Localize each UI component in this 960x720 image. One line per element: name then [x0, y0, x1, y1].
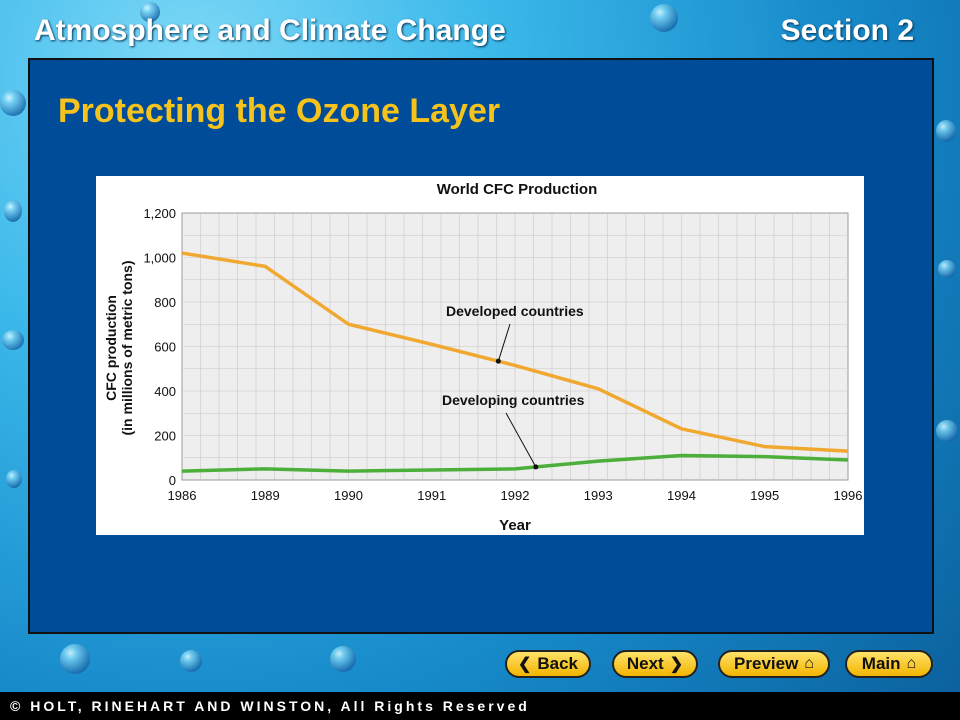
- next-button[interactable]: Next ❯: [612, 650, 698, 678]
- bubble-decoration: [0, 90, 26, 116]
- chart-annotations: Developed countries Developing countries: [442, 303, 585, 470]
- bubble-decoration: [936, 120, 956, 142]
- bubble-decoration: [2, 330, 24, 350]
- y-axis-label-line-1: CFC production: [103, 295, 119, 401]
- x-tick-label: 1992: [501, 488, 530, 503]
- x-axis-ticks: 1986 1989 1990 1991 1992 1993 1994 1995 1996: [168, 488, 863, 503]
- chart-series: [181, 251, 849, 473]
- y-tick-label: 600: [154, 340, 176, 355]
- preview-button[interactable]: Preview ⌂: [718, 650, 830, 678]
- y-tick-label: 0: [169, 473, 176, 488]
- chart-container: World CFC Production 0 200 400 600 800 1,000 1…: [96, 176, 864, 535]
- y-axis-label-line-2: (in millions of metric tons): [119, 260, 135, 435]
- bubble-decoration: [330, 646, 356, 672]
- home-icon: ⌂: [804, 655, 814, 672]
- back-button-label: Back: [537, 654, 579, 673]
- y-tick-label: 1,200: [143, 206, 176, 221]
- annotation-leader: [497, 323, 511, 362]
- bubble-decoration: [180, 650, 202, 672]
- y-axis-ticks: 0 200 400 600 800 1,000 1,200: [143, 206, 176, 488]
- y-tick-label: 400: [154, 384, 176, 399]
- bubble-decoration: [140, 2, 160, 22]
- bubble-decoration: [938, 260, 956, 278]
- x-tick-label: 1986: [168, 488, 197, 503]
- main-button[interactable]: Main ⌂: [845, 650, 933, 678]
- next-button-label: Next: [626, 654, 664, 673]
- slide-title: Protecting the Ozone Layer: [58, 92, 501, 130]
- annotation-dot: [495, 358, 501, 364]
- x-tick-label: 1996: [834, 488, 863, 503]
- bubble-decoration: [6, 470, 22, 488]
- y-tick-label: 200: [154, 429, 176, 444]
- home-icon: ⌂: [906, 655, 917, 672]
- bubble-decoration: [4, 200, 22, 222]
- x-tick-label: 1995: [750, 488, 779, 503]
- chevron-right-icon: ❯: [669, 656, 684, 673]
- x-tick-label: 1991: [417, 488, 446, 503]
- annotation-label: Developing countries: [442, 392, 585, 408]
- x-tick-label: 1993: [584, 488, 613, 503]
- annotation-dot: [533, 464, 539, 470]
- course-title: Atmosphere and Climate Change: [34, 14, 506, 47]
- x-tick-label: 1994: [667, 488, 696, 503]
- y-tick-label: 1,000: [143, 251, 176, 266]
- annotation-label: Developed countries: [446, 303, 584, 319]
- x-tick-label: 1990: [334, 488, 363, 503]
- main-button-label: Main: [861, 654, 901, 673]
- cfc-production-chart: World CFC Production 0 200 400 600 800 1,000 1…: [103, 181, 863, 534]
- annotation-leader: [505, 412, 537, 468]
- chevron-left-icon: ❮: [517, 656, 532, 673]
- bubble-decoration: [60, 644, 90, 674]
- y-tick-label: 800: [154, 295, 176, 310]
- bubble-decoration: [936, 420, 958, 442]
- bubble-decoration: [650, 4, 678, 32]
- chart-grid: [181, 212, 849, 481]
- section-label: Section 2: [780, 14, 914, 47]
- back-button[interactable]: ❮ Back: [505, 650, 591, 678]
- x-tick-label: 1989: [251, 488, 280, 503]
- preview-button-label: Preview: [734, 654, 799, 673]
- chart-title: World CFC Production: [437, 181, 598, 198]
- copyright-footer: © HOLT, RINEHART AND WINSTON, All Rights…: [0, 692, 960, 720]
- x-axis-label: Year: [499, 517, 531, 534]
